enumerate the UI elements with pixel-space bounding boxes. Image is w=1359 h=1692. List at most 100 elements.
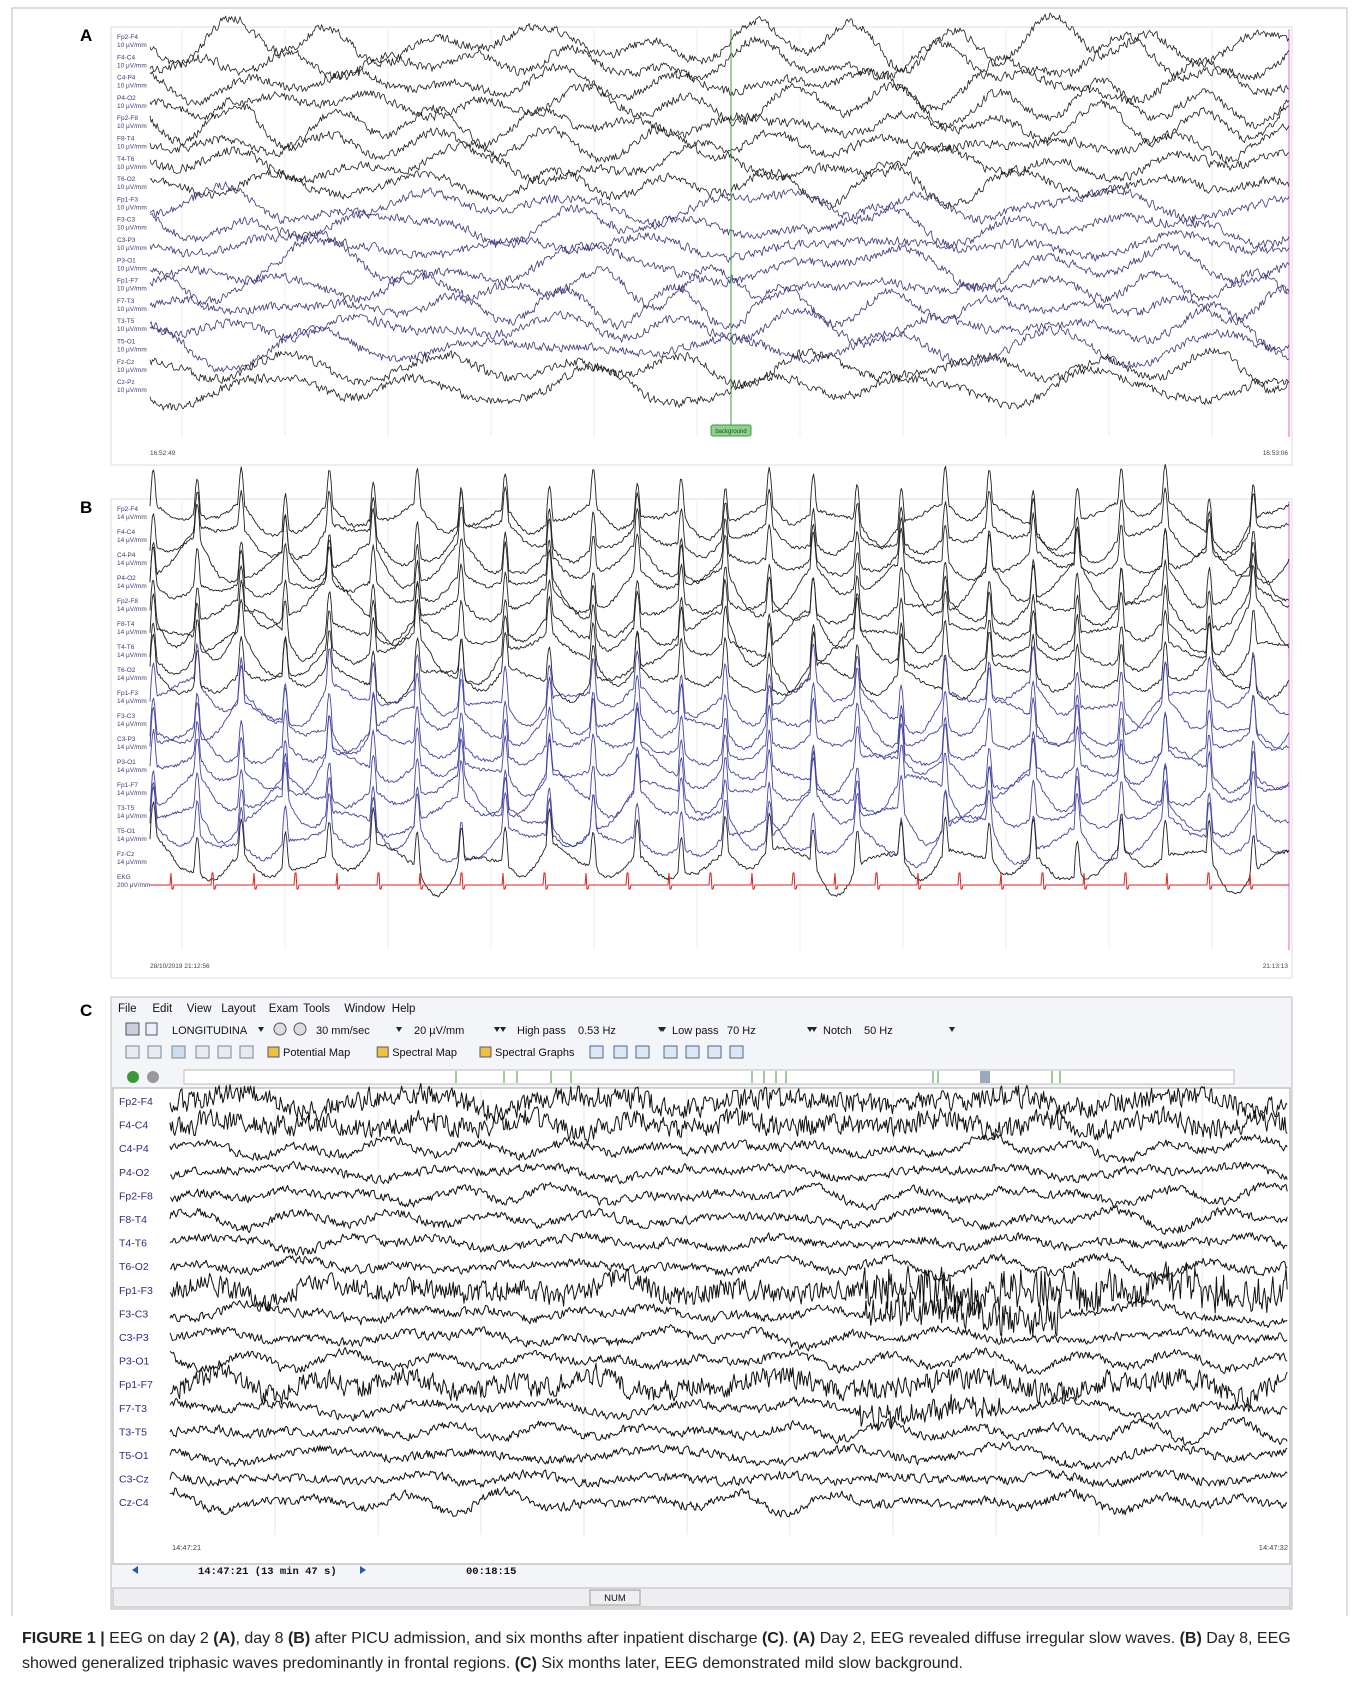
caption-segment: . bbox=[784, 1630, 794, 1647]
high-pass-label[interactable]: High pass bbox=[517, 1025, 566, 1037]
eeg-trace bbox=[169, 1394, 1288, 1432]
eeg-trace bbox=[169, 1347, 1288, 1375]
channel-name: Fp1-F3 bbox=[117, 690, 138, 697]
eeg-trace bbox=[169, 1324, 1288, 1352]
timeline-cursor bbox=[980, 1071, 990, 1083]
eeg-trace bbox=[149, 692, 1289, 767]
channel-name: P4-O2 bbox=[117, 575, 136, 582]
channel-sensitivity: 10 µV/mm bbox=[117, 184, 147, 191]
eeg-trace bbox=[169, 1133, 1288, 1164]
channel-sensitivity: 10 µV/mm bbox=[117, 367, 147, 374]
menu-item[interactable]: Help bbox=[392, 1003, 416, 1015]
channel-name: Fp1-F7 bbox=[117, 278, 138, 285]
channel-sensitivity: 10 µV/mm bbox=[117, 225, 147, 232]
eeg-trace bbox=[169, 1105, 1288, 1145]
tool-icon bbox=[663, 1045, 678, 1059]
channel-name: T5-O1 bbox=[117, 828, 136, 835]
eeg-trace bbox=[149, 780, 1289, 869]
menu-item[interactable]: Tools bbox=[303, 1003, 330, 1015]
channel-name: Fz-Cz bbox=[117, 851, 134, 858]
nav-button bbox=[147, 1071, 159, 1083]
channel-sensitivity: 14 µV/mm bbox=[117, 537, 147, 544]
channel-sensitivity: 14 µV/mm bbox=[117, 836, 147, 843]
eeg-trace bbox=[149, 229, 1290, 263]
eeg-trace bbox=[149, 96, 1289, 151]
channel-sensitivity: 10 µV/mm bbox=[117, 103, 147, 110]
channel-name: P3-O1 bbox=[117, 759, 136, 766]
notch-select[interactable]: 50 Hz bbox=[864, 1025, 893, 1037]
ekg-trace bbox=[150, 872, 1289, 890]
caption-segment: (C) bbox=[514, 1655, 537, 1672]
menu-item[interactable]: Layout bbox=[221, 1003, 256, 1015]
eeg-trace bbox=[169, 1362, 1288, 1409]
channel-name: T4-T6 bbox=[119, 1238, 147, 1250]
channel-name: Cz-C4 bbox=[119, 1497, 149, 1509]
channel-name: Fp2-F4 bbox=[119, 1096, 153, 1108]
montage-select[interactable]: LONGITUDINA bbox=[172, 1025, 248, 1037]
tool-icon bbox=[195, 1045, 210, 1059]
channel-sensitivity: 200 µV/mm bbox=[117, 882, 150, 889]
channel-sensitivity: 10 µV/mm bbox=[117, 83, 147, 90]
dropdown-arrow bbox=[258, 1027, 264, 1032]
dropdown-arrow bbox=[660, 1027, 666, 1032]
status-pane bbox=[589, 1589, 641, 1606]
sensitivity-select[interactable]: 20 µV/mm bbox=[414, 1025, 464, 1037]
caption-segment: (A) bbox=[793, 1630, 816, 1647]
menu-item[interactable]: File bbox=[118, 1003, 137, 1015]
eeg-trace bbox=[149, 123, 1290, 164]
eeg-trace bbox=[149, 56, 1289, 111]
channel-sensitivity: 14 µV/mm bbox=[117, 813, 147, 820]
eeg-trace bbox=[149, 503, 1290, 590]
toolbar-button[interactable]: Spectral Graphs bbox=[495, 1047, 575, 1059]
eeg-frame bbox=[110, 498, 1293, 979]
toolbar-button[interactable]: Spectral Map bbox=[392, 1047, 457, 1059]
caption-segment: (B) bbox=[287, 1630, 311, 1647]
low-pass-label[interactable]: Low pass bbox=[672, 1025, 719, 1037]
menu-item[interactable]: Exam bbox=[269, 1003, 298, 1015]
channel-sensitivity: 14 µV/mm bbox=[117, 698, 147, 705]
tool-icon bbox=[613, 1045, 628, 1059]
channel-name: F4-C4 bbox=[119, 1120, 148, 1132]
event-label-box bbox=[710, 424, 752, 437]
channel-name: C4-P4 bbox=[117, 552, 136, 559]
toolbar-button[interactable]: Potential Map bbox=[283, 1047, 350, 1059]
speed-select[interactable]: 30 mm/sec bbox=[316, 1025, 370, 1037]
tool-icon bbox=[729, 1045, 744, 1059]
menu-item[interactable]: Edit bbox=[152, 1003, 173, 1015]
notch-label[interactable]: Notch bbox=[823, 1025, 852, 1037]
eeg-trace bbox=[149, 181, 1290, 228]
eeg-trace bbox=[149, 593, 1290, 693]
eeg-trace bbox=[149, 140, 1290, 186]
channel-sensitivity: 14 µV/mm bbox=[117, 721, 147, 728]
figure-caption: FIGURE 1 | EEG on day 2 (A), day 8 (B) a… bbox=[22, 1626, 1338, 1676]
eeg-trace bbox=[169, 1083, 1288, 1123]
eeg-trace bbox=[169, 1441, 1288, 1470]
panel-label: C bbox=[80, 1001, 92, 1020]
eeg-trace bbox=[149, 564, 1290, 668]
button-icon bbox=[267, 1046, 280, 1058]
eeg-trace bbox=[149, 264, 1289, 311]
eeg-frame bbox=[112, 1087, 1291, 1565]
timeline bbox=[183, 1069, 1235, 1085]
panel-label: B bbox=[80, 498, 92, 517]
channel-name: P3-O1 bbox=[119, 1356, 150, 1368]
channel-name: C3-Cz bbox=[119, 1474, 149, 1486]
eeg-frame bbox=[110, 26, 1293, 466]
low-pass-select[interactable]: 70 Hz bbox=[727, 1025, 756, 1037]
eeg-trace bbox=[149, 486, 1290, 567]
channel-name: Cz-Pz bbox=[117, 379, 135, 386]
dropdown-arrow bbox=[807, 1027, 813, 1032]
menu-item[interactable]: Window bbox=[344, 1003, 386, 1015]
menu-item[interactable]: View bbox=[187, 1003, 212, 1015]
channel-name: F4-C4 bbox=[117, 529, 135, 536]
channel-name: P4-O2 bbox=[117, 95, 136, 102]
icon bbox=[273, 1022, 287, 1036]
caption-segment: Day 8, EEG showed generalized triphasic … bbox=[22, 1630, 1291, 1672]
start-time: 16:52:49 bbox=[150, 450, 176, 457]
eeg-trace bbox=[169, 1252, 1288, 1282]
tool-icon bbox=[239, 1045, 254, 1059]
event-label: background bbox=[715, 429, 746, 435]
high-pass-select[interactable]: 0.53 Hz bbox=[578, 1025, 616, 1037]
